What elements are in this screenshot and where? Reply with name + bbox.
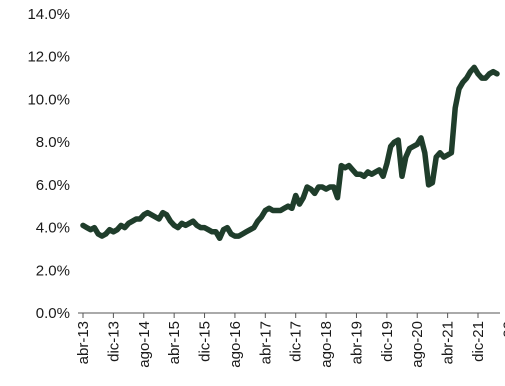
- y-tick-label: 0.0%: [36, 305, 70, 322]
- x-tick-label: abr-17: [257, 321, 274, 364]
- x-tick-label: ago-16: [227, 321, 244, 368]
- y-tick-label: 6.0%: [36, 177, 70, 194]
- x-tick-label: abr-19: [348, 321, 365, 364]
- x-tick-label: ago-20: [409, 321, 426, 368]
- y-axis-ticks: 0.0% 2.0% 4.0% 6.0% 8.0% 10.0% 12.0% 14.0%: [27, 6, 70, 322]
- x-tick-label: ago-22: [500, 321, 505, 368]
- x-tick-label: dic-19: [379, 321, 396, 362]
- series-line: [80, 64, 500, 242]
- x-tick-label: abr-15: [166, 321, 183, 364]
- x-tick-label: dic-13: [105, 321, 122, 362]
- x-tick-label: ago-18: [318, 321, 335, 368]
- x-tick-label: dic-17: [288, 321, 305, 362]
- y-tick-label: 4.0%: [36, 220, 70, 237]
- x-tick-label: abr-21: [440, 321, 457, 364]
- y-tick-label: 14.0%: [27, 6, 70, 23]
- x-tick-label: abr-13: [75, 321, 92, 364]
- x-tick-label: dic-21: [470, 321, 487, 362]
- y-tick-label: 10.0%: [27, 91, 70, 108]
- x-tick-label: dic-15: [197, 321, 214, 362]
- y-tick-label: 2.0%: [36, 262, 70, 279]
- y-tick-label: 12.0%: [27, 49, 70, 66]
- y-tick-label: 8.0%: [36, 134, 70, 151]
- x-tick-label: ago-14: [136, 321, 153, 368]
- x-axis-ticks: abr-13 dic-13 ago-14 abr-15 dic-15 ago-16 abr-…: [75, 313, 505, 368]
